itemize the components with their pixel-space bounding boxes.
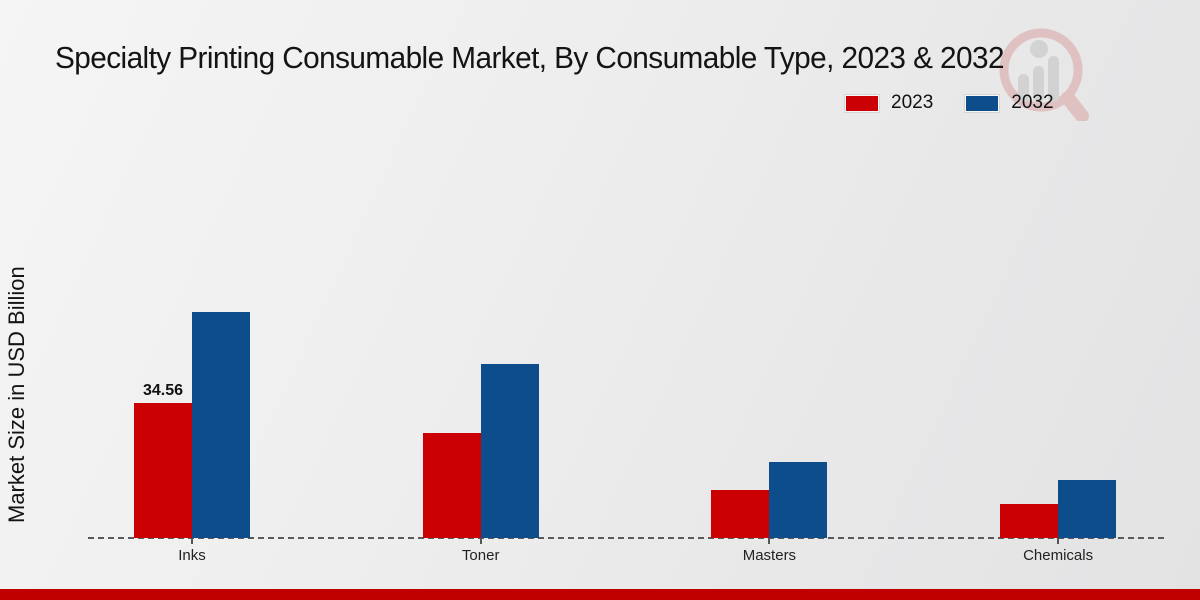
bar-2032-inks: [192, 311, 250, 538]
bar-2023-inks: [134, 403, 192, 538]
bar-2023-masters: [711, 490, 770, 538]
category-label-inks: Inks: [178, 547, 206, 564]
legend-label-2023: 2023: [891, 92, 934, 113]
bar-2032-masters: [769, 461, 828, 538]
bar-2032-toner: [480, 364, 539, 538]
bar-2023-chemicals: [1000, 504, 1059, 538]
market-research-future-logo-icon: [999, 28, 1089, 121]
legend-swatch-2023: [845, 94, 879, 112]
bar-2023-toner: [422, 432, 481, 538]
legend: 2023 2032: [845, 92, 1054, 114]
axis-tick-toner: [479, 538, 482, 544]
category-label-masters: Masters: [742, 547, 797, 564]
bar-2032-chemicals: [1058, 479, 1117, 538]
x-axis-line: [88, 537, 1164, 539]
legend-item-2023: 2023: [845, 92, 933, 114]
legend-label-2032: 2032: [1011, 92, 1054, 113]
footer-accent-bar: [0, 589, 1200, 600]
legend-item-2032: 2032: [965, 92, 1054, 114]
axis-tick-masters: [768, 538, 771, 544]
axis-tick-inks: [191, 538, 193, 544]
category-label-chemicals: Chemicals: [1023, 547, 1094, 564]
legend-swatch-2032: [965, 94, 1000, 112]
axis-tick-chemicals: [1057, 538, 1060, 544]
value-label-2023-inks: 34.56: [142, 382, 184, 399]
category-label-toner: Toner: [461, 547, 500, 564]
chart-title: Specialty Printing Consumable Market, By…: [55, 40, 1005, 75]
